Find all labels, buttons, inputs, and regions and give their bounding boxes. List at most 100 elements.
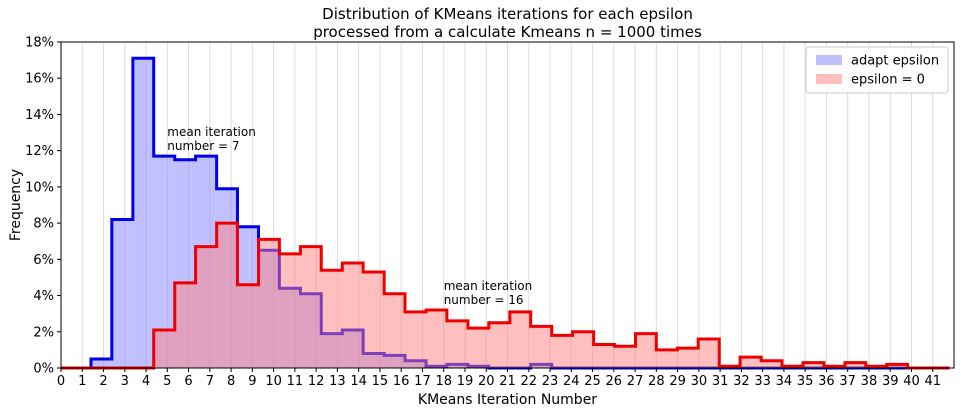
bar [195,246,217,368]
x-tick-label: 7 [206,374,214,389]
y-tick-label: 10% [25,180,54,195]
y-tick-label: 6% [33,253,54,268]
bar [153,329,175,368]
bar [761,360,782,368]
x-tick-label: 20 [478,374,495,389]
annotation-text: mean iteration [167,125,256,139]
x-tick-label: 21 [499,374,516,389]
legend-label: epsilon = 0 [851,73,925,88]
x-tick-label: 17 [414,374,431,389]
bar [886,364,908,368]
x-tick-label: 38 [861,374,878,389]
legend-swatch [816,55,842,65]
bar [551,335,573,368]
y-axis-label: Frequency [8,169,24,241]
x-tick-label: 31 [712,374,729,389]
y-tick-label: 18% [25,36,54,51]
bar [844,362,866,368]
annotation-text: mean iteration [444,279,533,293]
bar [467,328,489,368]
x-tick-label: 27 [627,374,644,389]
bar [279,253,301,368]
bar [635,333,657,368]
x-tick-label: 18 [435,374,452,389]
bar [237,284,259,368]
y-tick-label: 2% [33,325,54,340]
bar [740,357,762,368]
x-tick-label: 11 [287,374,304,389]
x-tick-label: 9 [248,374,256,389]
bar [90,358,112,368]
x-tick-label: 41 [924,374,941,389]
bar [572,331,594,368]
x-tick-label: 32 [733,374,750,389]
x-tick-label: 10 [265,374,282,389]
x-tick-label: 6 [184,374,192,389]
x-tick-label: 12 [308,374,325,389]
series-step-line [61,221,950,370]
x-tick-label: 39 [882,374,899,389]
bar [132,58,154,369]
bar [216,223,238,368]
bar [803,362,824,368]
x-tick-label: 33 [754,374,771,389]
x-tick-label: 0 [57,374,65,389]
bar [153,156,175,368]
bar [321,270,343,368]
bar [530,326,552,368]
y-tick-label: 16% [25,72,54,87]
x-axis-label: KMeans Iteration Number [418,392,597,408]
x-tick-label: 5 [163,374,171,389]
x-tick-label: 4 [142,374,150,389]
bar [342,262,364,368]
x-tick-label: 14 [350,374,367,389]
x-tick-label: 35 [797,374,814,389]
x-tick-label: 37 [839,374,856,389]
y-tick-label: 8% [33,217,54,232]
x-tick-label: 8 [227,374,235,389]
bar [614,346,636,368]
bar [656,349,678,368]
chart-title-line-2: processed from a calculate Kmeans n = 10… [313,23,702,41]
bar [111,219,133,368]
legend: adapt epsilon epsilon = 0 [805,46,949,94]
x-tick-label: 19 [457,374,474,389]
bar [300,246,322,368]
x-tick-label: 28 [648,374,665,389]
bar [488,322,510,368]
x-tick-label: 36 [818,374,835,389]
y-tick-label: 14% [25,108,54,123]
x-tick-label: 30 [691,374,708,389]
y-tick-label: 0% [33,362,54,377]
bar [677,348,699,368]
x-tick-label: 2 [99,374,107,389]
x-tick-label: 15 [372,374,389,389]
x-tick-label: 22 [520,374,537,389]
x-tick-label: 1 [78,374,86,389]
x-tick-label: 25 [584,374,601,389]
chart-title-line-1: Distribution of KMeans iterations for ea… [322,5,693,23]
annotation-text: number = 16 [444,293,524,307]
x-tick-label: 29 [669,374,686,389]
legend-label: adapt epsilon [851,54,939,69]
y-tick-label: 12% [25,144,54,159]
series-1 [61,221,950,370]
y-axis: 0% 2% 4% 6% 8% 10% 12% 14% 16% 18% [25,36,61,377]
bar [698,339,720,368]
bar [363,272,385,368]
bar [593,344,615,368]
bar [174,282,196,368]
annotation-text: number = 7 [167,139,239,153]
x-tick-label: 23 [542,374,559,389]
x-tick-label: 13 [329,374,346,389]
bar [446,320,468,368]
x-tick-label: 24 [563,374,580,389]
bar [509,311,531,368]
x-tick-label: 16 [393,374,410,389]
y-tick-label: 4% [33,289,54,304]
legend-swatch [816,74,842,84]
series-layer [61,56,950,370]
bar [258,239,280,368]
bar [384,293,406,368]
